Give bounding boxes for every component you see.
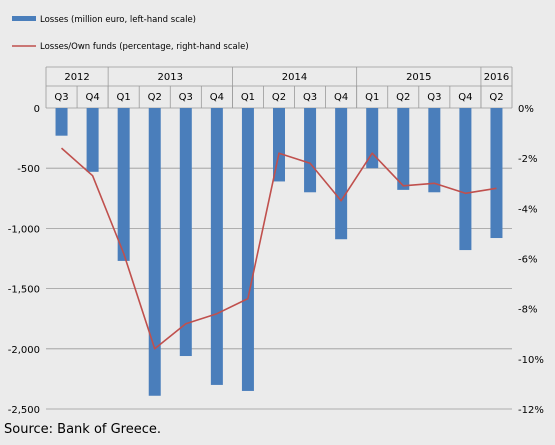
quarter-label: Q2 (396, 92, 410, 103)
bar (273, 108, 285, 182)
left-tick-label: 0 (34, 104, 40, 115)
left-tick-label: -1,500 (8, 285, 40, 296)
bar (210, 108, 223, 385)
quarter-label: Q3 (54, 92, 68, 103)
bar (241, 108, 254, 391)
year-label: 2012 (64, 72, 89, 83)
bar (335, 108, 348, 240)
right-tick-label: -12% (518, 405, 544, 416)
left-tick-label: -2,000 (8, 345, 40, 356)
bar (459, 108, 472, 251)
year-label: 2014 (282, 72, 307, 83)
bar (86, 108, 99, 172)
quarter-label: Q3 (427, 92, 441, 103)
bar (366, 108, 379, 169)
bar (55, 108, 68, 136)
legend-bar-label: Losses (million euro, left-hand scale) (40, 15, 196, 25)
quarter-label: Q2 (489, 92, 503, 103)
source-note: Source: Bank of Greece. (4, 422, 162, 437)
quarter-label: Q2 (272, 92, 286, 103)
ratio-line (60, 147, 497, 350)
left-tick-label: -1,000 (8, 224, 40, 235)
left-tick-label: -2,500 (8, 405, 40, 416)
left-tick-label: -500 (17, 164, 40, 175)
bar (148, 108, 161, 396)
year-label: 2016 (484, 72, 509, 83)
bar (490, 108, 503, 239)
quarter-label: Q3 (179, 92, 193, 103)
quarter-label: Q3 (303, 92, 317, 103)
right-tick-label: -6% (518, 255, 537, 266)
legend-bar-swatch (12, 16, 36, 21)
bar (304, 108, 317, 193)
quarter-label: Q1 (365, 92, 379, 103)
quarter-label: Q1 (241, 92, 255, 103)
quarter-label: Q4 (210, 92, 224, 103)
right-tick-label: -8% (518, 305, 537, 316)
bar (397, 108, 410, 190)
right-tick-label: 0% (518, 104, 534, 115)
year-label: 2013 (158, 72, 183, 83)
quarter-label: Q4 (334, 92, 348, 103)
quarter-label: Q2 (148, 92, 162, 103)
bar (179, 108, 192, 357)
quarter-label: Q1 (117, 92, 131, 103)
right-tick-label: -2% (518, 154, 537, 165)
right-tick-label: -4% (518, 204, 537, 215)
right-tick-label: -10% (518, 355, 544, 366)
quarter-label: Q4 (458, 92, 472, 103)
year-label: 2015 (406, 72, 431, 83)
quarter-label: Q4 (85, 92, 99, 103)
legend-line-label: Losses/Own funds (percentage, right-hand… (40, 42, 249, 52)
bar (428, 108, 441, 193)
bar (117, 108, 130, 261)
